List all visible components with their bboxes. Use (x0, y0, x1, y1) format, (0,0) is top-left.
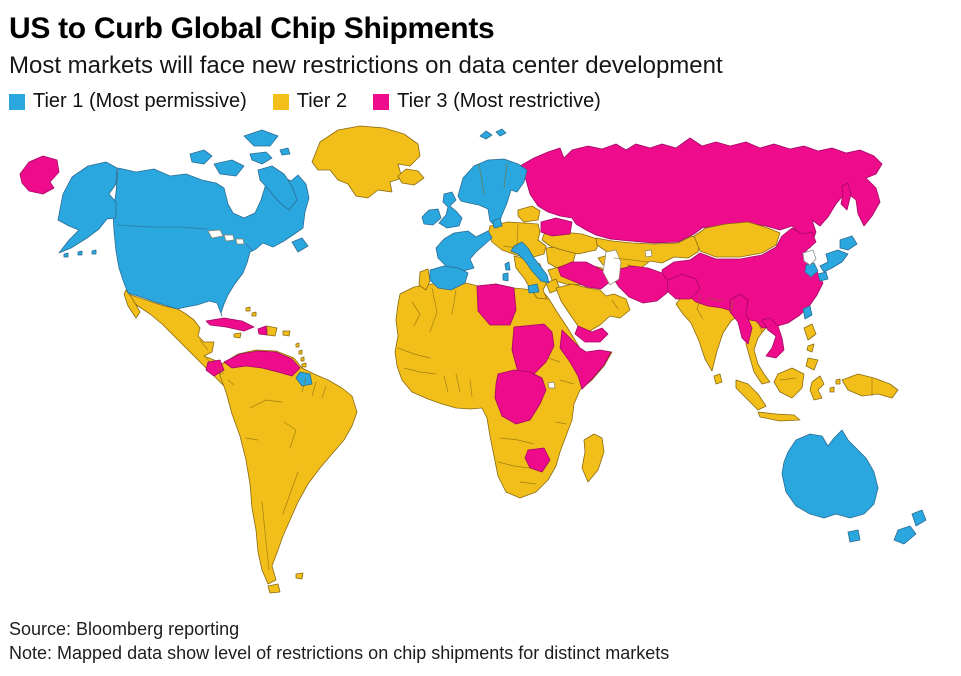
legend-label-tier2: Tier 2 (296, 90, 348, 112)
country-dominican-republic (266, 325, 278, 337)
country-portugal (418, 268, 431, 291)
chart-header: US to Curb Global Chip Shipments Most ma… (0, 0, 961, 113)
legend-label-tier3: Tier 3 (Most restrictive) (397, 90, 601, 112)
source-line: Source: Bloomberg reporting (9, 619, 240, 639)
country-sri-lanka (713, 373, 723, 385)
region-french-guiana (295, 371, 313, 387)
tier3-base-regions (19, 137, 883, 249)
island-borneo (773, 367, 805, 399)
south-america-borders (245, 377, 327, 571)
country-russia-sakhalin (840, 182, 852, 211)
country-united-kingdom (438, 191, 463, 229)
island-sulawesi (809, 375, 825, 401)
lakes (207, 229, 653, 389)
country-mexico-baja (123, 289, 141, 319)
falkland-islands (295, 572, 304, 580)
country-saudi-arabia-peninsula (555, 283, 631, 333)
caribbean-islands (233, 306, 307, 368)
country-japan (817, 235, 858, 282)
country-philippines (803, 323, 819, 371)
svalbard-islands (479, 128, 507, 140)
world-map (0, 122, 961, 614)
country-yemen (574, 325, 609, 343)
tier3-swatch-icon (373, 93, 390, 110)
country-italy (510, 241, 550, 284)
chart-footer: Source: Bloomberg reporting Note: Mapped… (9, 617, 669, 665)
lake-victoria (547, 381, 556, 389)
country-zimbabwe (524, 447, 551, 473)
tier2-swatch-icon (272, 93, 289, 110)
region-horn-of-africa (559, 329, 612, 390)
country-tierra-del-fuego (267, 583, 281, 594)
country-russia-chukotka (19, 155, 60, 195)
europe-borders (478, 163, 519, 249)
country-greenland (311, 125, 421, 199)
legend: Tier 1 (Most permissive) Tier 2 Tier 3 (… (9, 90, 951, 113)
caspian-sea (602, 249, 622, 286)
asia-borders (611, 257, 873, 397)
country-north-korea (802, 249, 817, 266)
legend-item-tier3: Tier 3 (Most restrictive) (373, 90, 601, 113)
island-sumatra (735, 379, 767, 411)
aral-sea (644, 249, 653, 258)
region-baltic-states (517, 205, 541, 223)
country-belarus (540, 217, 573, 237)
country-sudan (511, 323, 555, 375)
country-usa-canada (112, 167, 310, 317)
country-vietnam-cambodia (761, 317, 785, 359)
chart-subtitle: Most markets will face new restrictions … (9, 52, 723, 79)
country-libya (476, 283, 517, 326)
country-venezuela (223, 350, 301, 377)
country-ireland (421, 208, 442, 226)
central-america-borders (199, 339, 235, 386)
country-taiwan (802, 305, 813, 320)
moluccas-islands (829, 378, 841, 393)
world-map-svg (19, 125, 927, 594)
country-south-korea (804, 262, 819, 278)
country-iraq-syria (557, 261, 612, 290)
island-tasmania (847, 529, 861, 543)
island-sicily-sardinia (502, 261, 540, 294)
tier1-swatch-icon (9, 93, 25, 110)
country-afghanistan (666, 273, 701, 300)
country-madagascar (581, 433, 605, 483)
country-denmark (492, 217, 503, 229)
country-iceland (397, 168, 425, 186)
country-cuba (205, 317, 255, 332)
country-mongolia (693, 221, 781, 258)
page-title: US to Curb Global Chip Shipments (9, 12, 495, 45)
country-russia (519, 137, 883, 249)
country-iran (612, 265, 669, 304)
island-new-guinea (841, 373, 899, 399)
country-ukraine (541, 231, 601, 255)
legend-label-tier1: Tier 1 (Most permissive) (33, 90, 247, 112)
country-australia (781, 429, 879, 519)
canadian-arctic-islands (189, 129, 298, 211)
country-haiti (257, 325, 268, 336)
legend-item-tier1: Tier 1 (Most permissive) (9, 90, 247, 113)
country-south-america (219, 349, 358, 585)
country-myanmar (729, 293, 753, 345)
country-spain (429, 265, 469, 291)
aleutian-islands (63, 249, 97, 258)
country-car-drcongo (494, 369, 547, 425)
tier3-overlay-regions (205, 217, 824, 473)
great-lakes (207, 229, 245, 245)
country-new-zealand (893, 509, 927, 545)
no-data-regions (802, 249, 817, 266)
island-newfoundland (291, 237, 309, 253)
country-nicaragua (205, 359, 225, 377)
tier2-overlay-regions (693, 221, 781, 258)
border-lines (116, 163, 873, 571)
tier1-regions (57, 128, 927, 545)
africa-borders (397, 287, 575, 485)
island-java (757, 411, 801, 422)
region-scandinavia (457, 158, 528, 229)
note-line: Note: Mapped data show level of restrict… (9, 643, 670, 663)
state-alaska (57, 161, 118, 254)
legend-item-tier2: Tier 2 (272, 90, 348, 113)
us-canada-border (116, 224, 253, 251)
